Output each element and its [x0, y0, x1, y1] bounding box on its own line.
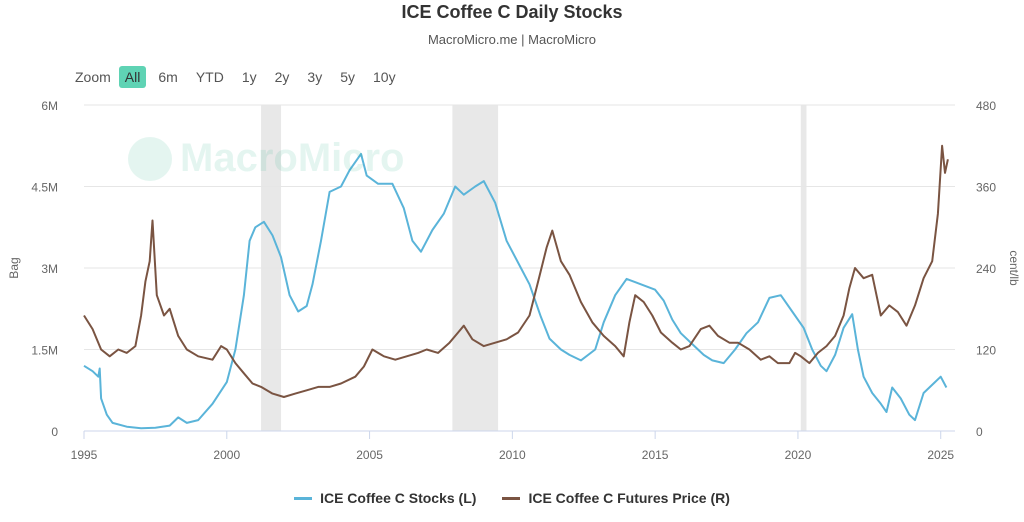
zoom-button-6m[interactable]: 6m	[158, 69, 178, 85]
legend-item-stocks[interactable]: ICE Coffee C Stocks (L)	[294, 490, 476, 506]
legend: ICE Coffee C Stocks (L) ICE Coffee C Fut…	[0, 490, 1024, 506]
y-right-tick-label: 0	[976, 425, 983, 439]
y-left-tick-label: 6M	[41, 99, 58, 113]
y-right-tick-label: 240	[976, 262, 996, 276]
y-right-axis-title: cent/lb	[1007, 250, 1021, 286]
series-line-stocks	[83, 152, 948, 430]
chart-title: ICE Coffee C Daily Stocks	[401, 2, 623, 22]
y-left-axis-title: Bag	[7, 257, 21, 278]
x-tick-label: 2015	[642, 448, 669, 462]
y-right-tick-label: 120	[976, 344, 996, 358]
y-left-tick-label: 4.5M	[31, 181, 58, 195]
y-right-tick-label: 480	[976, 99, 996, 113]
zoom-bar: Zoom All 6m YTD 1y 2y 3y 5y 10y	[75, 64, 408, 90]
zoom-button-2y[interactable]: 2y	[274, 69, 290, 85]
legend-item-price[interactable]: ICE Coffee C Futures Price (R)	[502, 490, 730, 506]
x-tick-label: 2020	[785, 448, 812, 462]
x-tick-label: 2010	[499, 448, 526, 462]
legend-label-price: ICE Coffee C Futures Price (R)	[528, 490, 730, 506]
zoom-button-10y[interactable]: 10y	[373, 69, 396, 85]
x-tick-label: 2025	[927, 448, 954, 462]
legend-swatch-price	[502, 496, 521, 500]
x-tick-label: 2005	[356, 448, 383, 462]
x-tick-label: 1995	[71, 448, 98, 462]
zoom-button-3y[interactable]: 3y	[307, 69, 323, 85]
zoom-label: Zoom	[75, 69, 111, 85]
zoom-button-ytd[interactable]: YTD	[195, 69, 224, 85]
zoom-button-all[interactable]: All	[118, 66, 147, 88]
zoom-button-1y[interactable]: 1y	[241, 69, 257, 85]
y-right-tick-label: 360	[976, 181, 996, 195]
y-left-tick-label: 3M	[41, 262, 58, 276]
legend-label-stocks: ICE Coffee C Stocks (L)	[320, 490, 477, 506]
y-left-tick-label: 0	[51, 425, 58, 439]
series-line-price	[83, 144, 949, 398]
zoom-button-5y[interactable]: 5y	[340, 69, 355, 85]
chart-subtitle[interactable]: MacroMicro.me | MacroMicro	[427, 32, 597, 47]
x-tick-label: 2000	[213, 448, 240, 462]
y-left-tick-label: 1.5M	[31, 344, 58, 358]
legend-swatch-stocks	[294, 496, 313, 500]
